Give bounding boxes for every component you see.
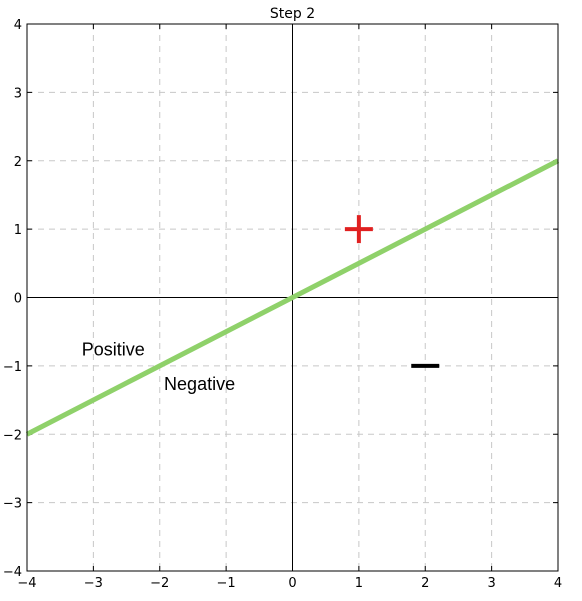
y-tick-label: 1 <box>14 223 22 238</box>
x-tick-label: −1 <box>217 576 236 591</box>
x-tick-label: −4 <box>17 576 36 591</box>
y-tick-label: −1 <box>3 360 22 375</box>
boundary-line <box>25 158 560 437</box>
plot-frame <box>26 23 559 572</box>
y-tick-label: 2 <box>14 155 22 170</box>
x-tick-label: −2 <box>150 576 169 591</box>
y-tick-label: 3 <box>14 86 22 101</box>
x-tick-label: −3 <box>84 576 103 591</box>
label-layer: Positive Negative <box>82 340 235 394</box>
x-tick-label: 4 <box>554 576 562 591</box>
y-tick-label: −4 <box>3 565 22 580</box>
series-layer <box>25 158 560 437</box>
region-label-negative: Negative <box>164 374 235 394</box>
region-label-positive: Positive <box>82 340 145 360</box>
y-tick-label: −2 <box>3 428 22 443</box>
axis-layer: −4 −3 −2 −1 0 1 2 3 4 −4 −3 −2 −1 0 1 2 3 4 <box>3 18 562 591</box>
x-tick-label: 2 <box>421 576 429 591</box>
x-tick-label: 0 <box>288 576 296 591</box>
y-tick-label: 4 <box>14 18 22 33</box>
y-tick-label: −3 <box>3 497 22 512</box>
marker-layer <box>344 215 440 368</box>
chart-title: Step 2 <box>270 6 315 22</box>
x-tick-label: 3 <box>487 576 495 591</box>
plus-marker <box>344 215 373 244</box>
y-tick-label: 0 <box>14 292 22 307</box>
x-tick-label: 1 <box>355 576 363 591</box>
